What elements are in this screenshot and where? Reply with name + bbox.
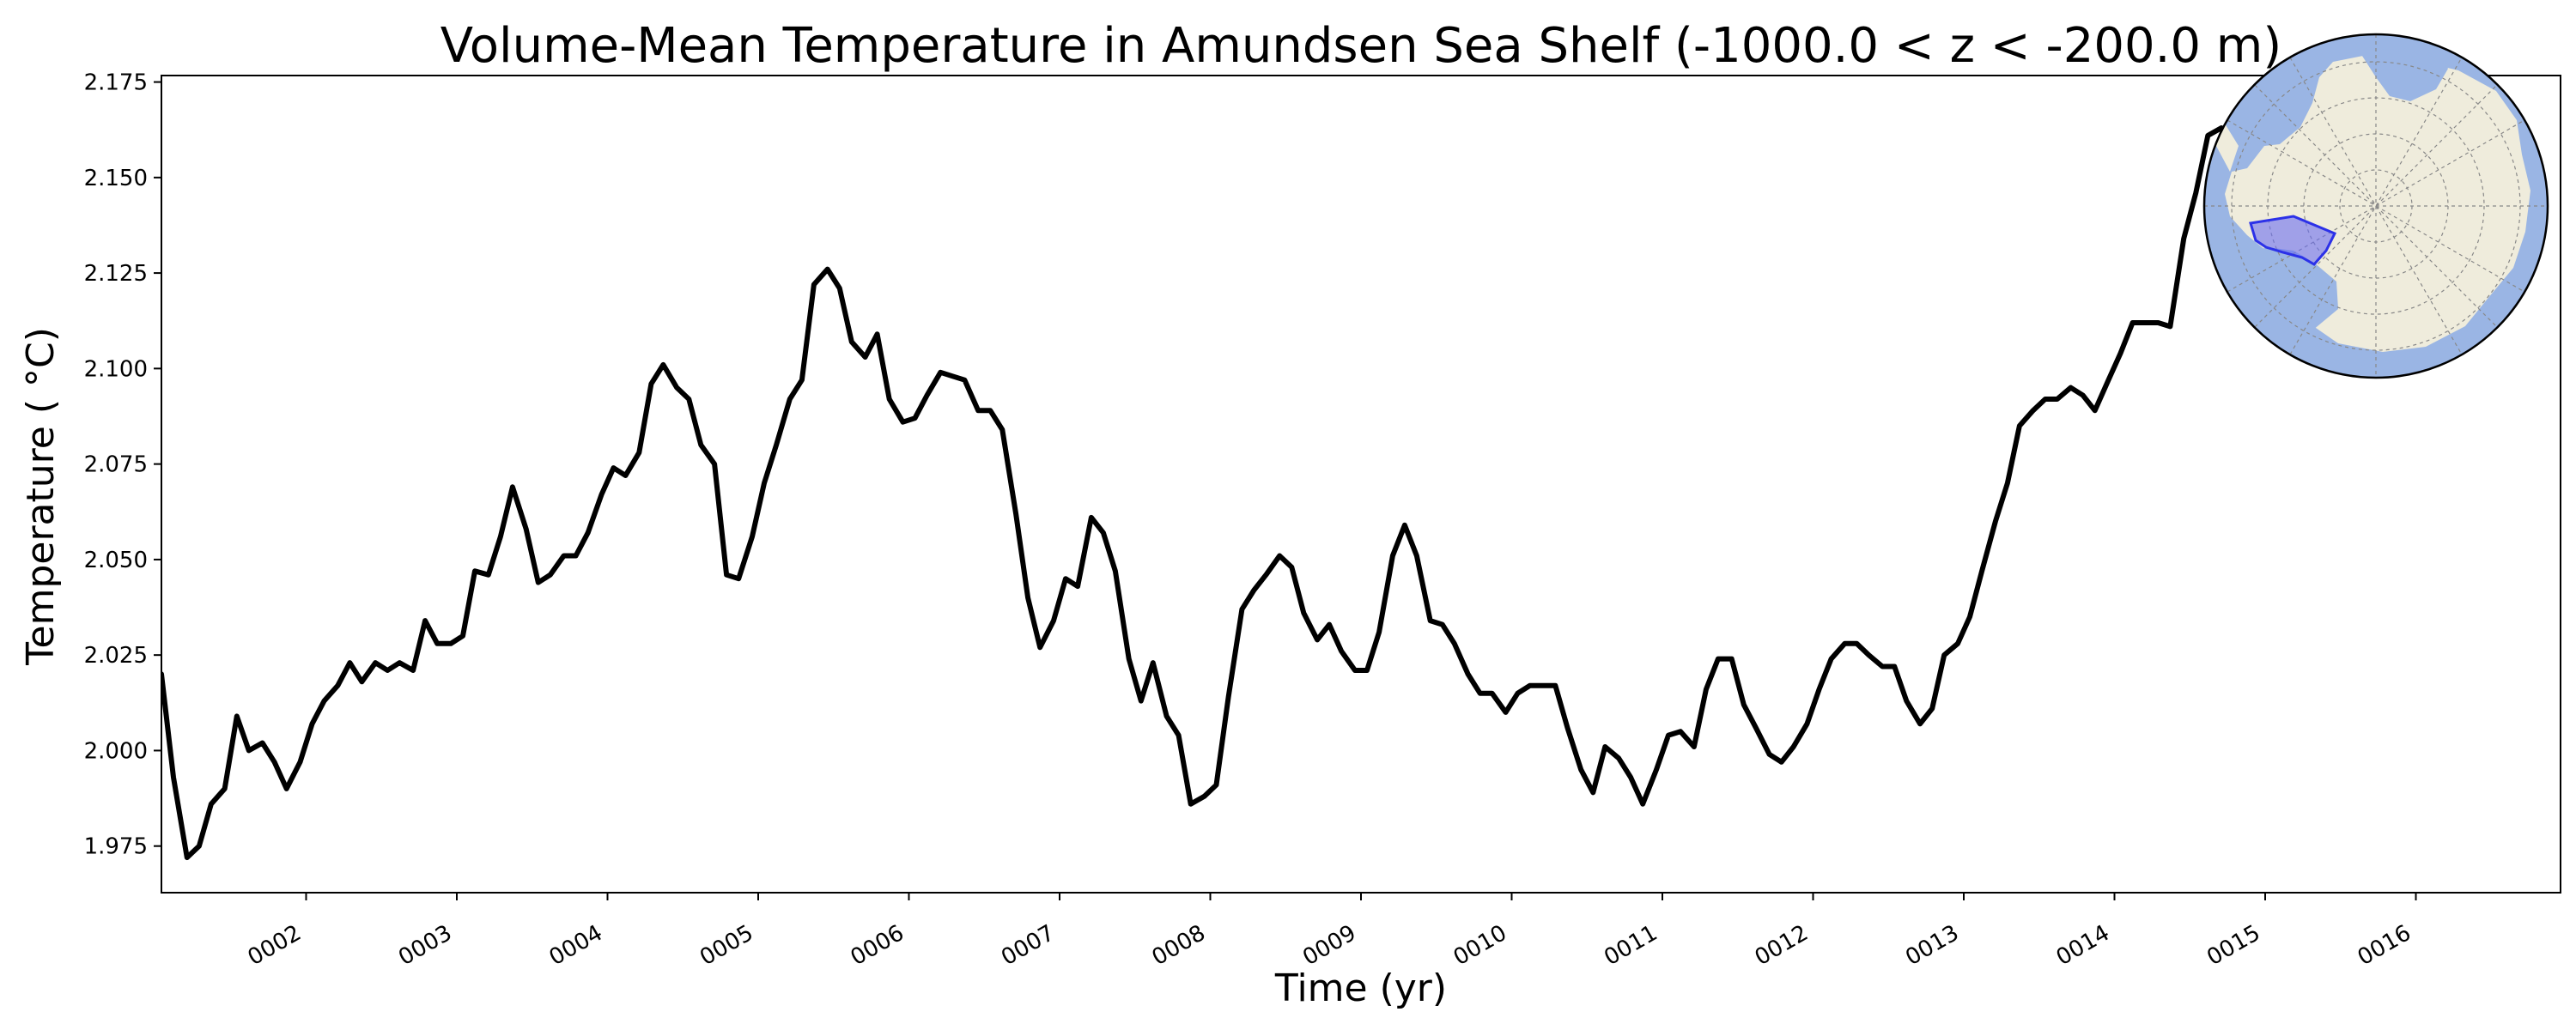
inset-region-amundsen	[2249, 215, 2337, 266]
inset-border	[2202, 33, 2549, 379]
inset-map	[2202, 33, 2549, 379]
y-axis-label: Temperature ( °C)	[19, 327, 63, 666]
inset-weddell-sea	[2230, 247, 2338, 335]
y-tick-label: 1.975	[84, 834, 148, 860]
inset-ross-sea	[2360, 35, 2448, 101]
x-axis-label: Time (yr)	[1274, 966, 1447, 1010]
y-tick-label: 2.175	[84, 70, 148, 96]
chart-title: Volume-Mean Temperature in Amundsen Sea …	[440, 18, 2281, 74]
y-tick-label: 2.000	[84, 738, 148, 764]
y-tick-label: 2.050	[84, 548, 148, 573]
series-line-0	[161, 113, 2488, 861]
y-tick-label: 2.125	[84, 261, 148, 287]
y-tick-label: 2.025	[84, 643, 148, 669]
y-tick-label: 2.100	[84, 356, 148, 382]
y-tick-label: 2.075	[84, 452, 148, 478]
y-tick-label: 2.150	[84, 166, 148, 191]
inset-graticule	[2205, 35, 2547, 377]
